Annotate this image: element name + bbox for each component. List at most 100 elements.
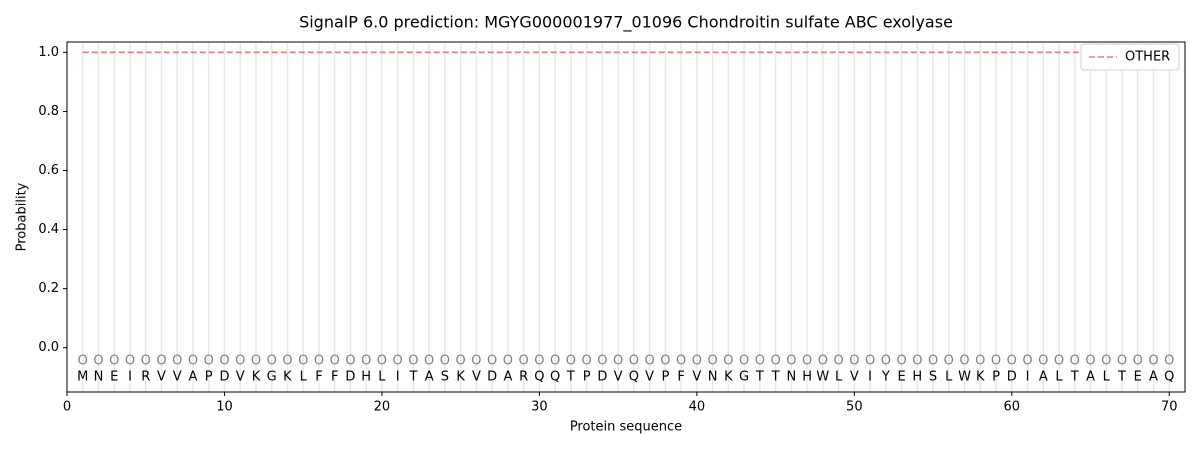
position-marker: O	[660, 353, 670, 368]
position-marker: O	[1070, 353, 1080, 368]
position-marker: O	[503, 353, 513, 368]
residue-label: H	[802, 370, 812, 385]
position-marker: O	[424, 353, 434, 368]
residue-label: F	[315, 370, 322, 385]
position-marker: O	[629, 353, 639, 368]
residue-label: K	[456, 370, 465, 385]
y-tick-label: 0.8	[38, 104, 59, 119]
residue-label: I	[1026, 370, 1030, 385]
position-marker: O	[786, 353, 796, 368]
residue-label: E	[1134, 370, 1142, 385]
position-marker: O	[534, 353, 544, 368]
residue-label: K	[252, 370, 261, 385]
position-marker: O	[818, 353, 828, 368]
position-marker: O	[1054, 353, 1064, 368]
residue-label: I	[128, 370, 132, 385]
position-marker: O	[582, 353, 592, 368]
position-marker: O	[1148, 353, 1158, 368]
position-marker: O	[235, 353, 245, 368]
position-marker: O	[645, 353, 655, 368]
residue-label: D	[345, 370, 355, 385]
position-marker: O	[613, 353, 623, 368]
position-marker: O	[676, 353, 686, 368]
position-marker: O	[755, 353, 765, 368]
residue-label: T	[771, 370, 780, 385]
residue-label: D	[597, 370, 607, 385]
position-marker: O	[1164, 353, 1174, 368]
position-marker: O	[1117, 353, 1127, 368]
position-marker: O	[1133, 353, 1143, 368]
position-marker: O	[172, 353, 182, 368]
residue-label: V	[645, 370, 654, 385]
position-marker: O	[471, 353, 481, 368]
position-marker: O	[991, 353, 1001, 368]
position-marker: O	[833, 353, 843, 368]
residue-label: S	[929, 370, 937, 385]
residue-label: V	[472, 370, 481, 385]
position-marker: O	[314, 353, 324, 368]
x-axis-label: Protein sequence	[570, 420, 682, 435]
position-marker: O	[881, 353, 891, 368]
position-marker: O	[125, 353, 135, 368]
residue-label: L	[945, 370, 953, 385]
residue-label: A	[425, 370, 434, 385]
residue-label: P	[661, 370, 669, 385]
chart-title: SignalP 6.0 prediction: MGYG000001977_01…	[299, 13, 953, 33]
residue-label: L	[835, 370, 843, 385]
legend-box	[1080, 43, 1180, 71]
y-tick-label: 0.6	[38, 163, 59, 178]
residue-label: W	[816, 370, 829, 385]
residue-label: W	[958, 370, 971, 385]
residue-label: E	[110, 370, 118, 385]
position-marker: O	[959, 353, 969, 368]
position-marker: O	[440, 353, 450, 368]
legend-label: OTHER	[1125, 50, 1170, 65]
position-marker: O	[204, 353, 214, 368]
residue-label: K	[976, 370, 985, 385]
residue-label: G	[739, 370, 749, 385]
residue-label: S	[441, 370, 449, 385]
position-marker: O	[550, 353, 560, 368]
residue-label: R	[519, 370, 528, 385]
x-tick-label: 20	[374, 400, 391, 415]
residue-label: A	[1149, 370, 1158, 385]
residue-label: D	[487, 370, 497, 385]
position-marker: O	[393, 353, 403, 368]
y-tick-label: 0.2	[38, 281, 59, 296]
residue-label: Y	[881, 370, 890, 385]
residue-label: V	[614, 370, 623, 385]
x-tick-label: 10	[216, 400, 233, 415]
residue-label: A	[1039, 370, 1048, 385]
residue-label: H	[361, 370, 371, 385]
position-marker: O	[975, 353, 985, 368]
residue-label: L	[1055, 370, 1063, 385]
position-marker: O	[1038, 353, 1048, 368]
residue-label: Q	[534, 370, 544, 385]
position-marker: O	[865, 353, 875, 368]
position-marker: O	[282, 353, 292, 368]
x-tick-label: 50	[846, 400, 863, 415]
position-marker: O	[912, 353, 922, 368]
residue-label: P	[583, 370, 591, 385]
position-marker: O	[1022, 353, 1032, 368]
x-tick-label: 30	[531, 400, 548, 415]
position-marker: O	[928, 353, 938, 368]
residue-label: I	[868, 370, 872, 385]
position-marker: O	[141, 353, 151, 368]
position-marker: O	[770, 353, 780, 368]
position-marker: O	[723, 353, 733, 368]
position-marker: O	[408, 353, 418, 368]
residue-label: T	[408, 370, 417, 385]
residue-label: N	[94, 370, 104, 385]
position-marker: O	[739, 353, 749, 368]
position-marker: O	[251, 353, 261, 368]
y-tick-label: 0.0	[38, 340, 59, 355]
position-marker: O	[944, 353, 954, 368]
residue-label: I	[396, 370, 400, 385]
residue-label: N	[786, 370, 796, 385]
position-marker: O	[519, 353, 529, 368]
residue-label: T	[566, 370, 575, 385]
residue-label: M	[77, 370, 88, 385]
residue-label: V	[173, 370, 182, 385]
position-marker: O	[361, 353, 371, 368]
